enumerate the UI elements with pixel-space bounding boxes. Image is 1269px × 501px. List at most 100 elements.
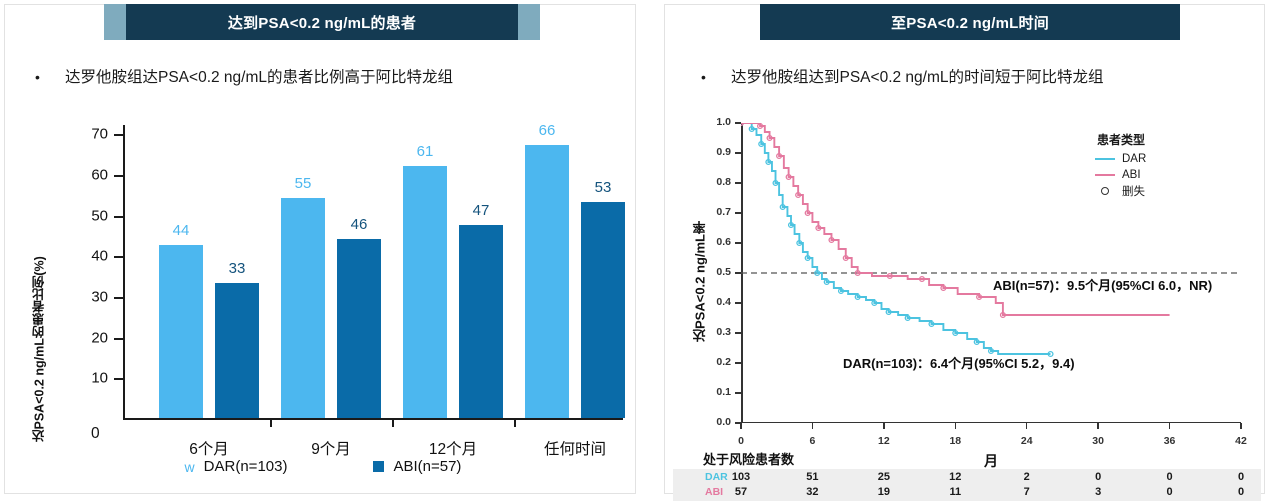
- risk-table-cell: 7: [1023, 486, 1030, 498]
- bar-y-tick: 10: [91, 370, 123, 387]
- bullet-right-text: 达罗他胺组达到PSA<0.2 ng/mL的时间短于阿比特龙组: [731, 69, 1104, 86]
- km-x-tick: [1097, 423, 1099, 429]
- km-y-tick: 0.3: [716, 326, 741, 338]
- bar-abi: [459, 224, 503, 418]
- km-x-tick: [883, 423, 885, 429]
- km-y-tick-label: 0.0: [716, 416, 731, 429]
- bar-value-label: 61: [416, 142, 434, 160]
- km-y-tick: 0.1: [716, 386, 741, 398]
- bar-value-label: 46: [350, 215, 368, 233]
- km-censor-marker: [795, 191, 802, 199]
- bar-y-tick: 40: [91, 248, 123, 265]
- km-censor-marker: [796, 239, 803, 247]
- risk-table-row: DAR 103 51 25 12 2 0 0 0: [673, 470, 1261, 486]
- km-censor-marker: [748, 125, 755, 133]
- risk-table-cell: 25: [877, 471, 890, 483]
- km-x-tick-label: 30: [1092, 435, 1104, 447]
- km-censor-marker: [885, 308, 892, 316]
- km-legend-item: 删失: [1095, 183, 1146, 199]
- bar-value-label: 55: [294, 175, 312, 193]
- bar-chart-y-axis: [123, 125, 125, 420]
- km-x-tick: [740, 423, 742, 429]
- bar-y-tick-label: 20: [91, 329, 108, 347]
- bar-y-tick-label: 30: [91, 288, 108, 306]
- km-censor-marker: [928, 320, 935, 328]
- km-censor-marker: [766, 134, 773, 142]
- km-x-tick-label: 12: [878, 435, 890, 447]
- km-censor-marker: [842, 254, 849, 262]
- km-legend-label: 删失: [1122, 186, 1145, 198]
- km-y-tick: 0.2: [716, 356, 741, 368]
- km-x-tick-label: 18: [949, 435, 962, 447]
- risk-table-cell: 19: [877, 486, 890, 498]
- km-x-tick: [1240, 423, 1242, 429]
- km-y-tick: 1.0: [716, 116, 741, 128]
- km-censor-marker: [918, 275, 926, 283]
- bar-y-tick-label: 50: [91, 207, 108, 225]
- km-censor-marker: [999, 311, 1006, 319]
- km-y-tick: 0.4: [716, 296, 741, 308]
- km-x-tick: [1025, 423, 1028, 429]
- bar-y-tick: 50: [91, 207, 123, 224]
- km-censor-marker: [976, 293, 983, 301]
- bar-group: 44 33: [153, 125, 265, 418]
- km-y-tick-label: 0.7: [716, 206, 731, 219]
- km-y-tick: 0.0: [716, 416, 741, 428]
- risk-table-cell: 0: [1095, 471, 1102, 483]
- km-censor-marker: [987, 347, 995, 355]
- km-censor-marker: [837, 287, 845, 295]
- risk-table-cell: 3: [1095, 486, 1102, 498]
- km-legend-item: DAR: [1095, 151, 1146, 167]
- km-censor-marker: [823, 278, 830, 286]
- open-circle-marker-icon: [1095, 187, 1115, 195]
- km-censor-marker: [787, 221, 795, 229]
- banner-left-title: 达到PSA<0.2 ng/mL的患者: [126, 4, 518, 40]
- bar-legend-label: DAR(n=103): [203, 458, 288, 475]
- risk-table-cell: 11: [949, 486, 962, 498]
- risk-table-cell: 2: [1023, 471, 1030, 483]
- bar-legend-item: w DAR(n=103): [185, 458, 288, 475]
- risk-table-cell: 51: [806, 471, 819, 483]
- risk-table-cell: 0: [1237, 486, 1245, 498]
- km-y-tick-label: 1.0: [716, 116, 731, 129]
- km-censor-marker: [940, 284, 947, 292]
- bar-value-label: 44: [172, 222, 190, 240]
- banner-left: 达到PSA<0.2 ng/mL的患者: [104, 4, 540, 40]
- risk-table-cell: 0: [1166, 471, 1173, 483]
- bar-chart-x-axis: [123, 418, 623, 420]
- risk-table-cell: 12: [949, 471, 962, 483]
- banner-right: 至PSA<0.2 ng/mL时间: [760, 4, 1180, 40]
- km-chart-plot-area: 0.0 0.1 0.2 0.3 0.4 0.5 0.6 0.7 0.8 0.9 1.0 0 6 12 18…: [716, 116, 1246, 447]
- bar-group: 61 47: [397, 125, 509, 418]
- risk-table-cell: 0: [1237, 471, 1245, 483]
- bullet-marker-icon: •: [701, 69, 706, 85]
- km-curve-dar: [741, 123, 1051, 355]
- km-censor-marker: [871, 299, 878, 307]
- km-chart: 达PSA<0.2 ng/mL率 0.0 0.1 0.2 0.3 0.4 0.5 0.6 0.7…: [665, 113, 1266, 501]
- km-censor-marker: [785, 173, 792, 181]
- banner-left-flank-end: [518, 4, 540, 40]
- km-x-tick-label: 24: [1020, 435, 1033, 447]
- bar-x-tick: [392, 420, 394, 427]
- bar-y-tick: 70: [91, 126, 123, 143]
- bar-y-tick-label: 60: [91, 166, 108, 184]
- km-y-tick-label: 0.8: [716, 176, 731, 189]
- km-y-tick: 0.5: [716, 266, 741, 278]
- km-legend-title: 患者类型: [1097, 133, 1146, 147]
- bullet-right: • 达罗他胺组达到PSA<0.2 ng/mL的时间短于阿比特龙组: [701, 65, 1104, 87]
- km-censor-marker: [804, 209, 811, 217]
- km-censor-marker: [814, 269, 821, 277]
- km-legend-item: ABI: [1095, 167, 1146, 183]
- km-censor-marker: [815, 224, 822, 232]
- bar-chart-y-axis-label: 达PSA<0.2 ng/mL的患者比例(%): [32, 256, 47, 442]
- risk-table-row-label: DAR: [705, 471, 728, 483]
- bar-category-label: 任何时间: [543, 441, 607, 458]
- km-x-tick: [811, 423, 814, 429]
- km-censor-marker: [854, 293, 861, 301]
- bar-x-tick: [270, 420, 272, 427]
- bar-dar: [281, 198, 325, 418]
- panel-psa-response: • 达罗他胺组达PSA<0.2 ng/mL的患者比例高于阿比特龙组 达PSA<0…: [4, 4, 636, 494]
- km-legend-rows: DAR ABI 删失: [1095, 151, 1146, 199]
- bar-abi: [581, 202, 625, 418]
- bar-value-label: 53: [594, 179, 612, 197]
